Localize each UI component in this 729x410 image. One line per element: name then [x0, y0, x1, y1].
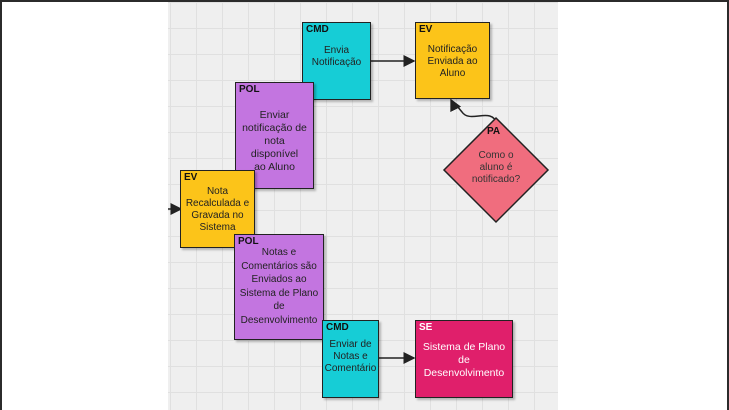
card-type-tag: EV	[419, 24, 433, 35]
card-text: Como o aluno é notificado?	[471, 150, 521, 185]
card-text: Notas e Comentários são Enviados ao Sist…	[239, 247, 319, 326]
policy-card-enviar-notificacao[interactable]: POL Enviar notificação de nota disponíve…	[235, 82, 314, 189]
window-top-border	[0, 0, 729, 2]
card-text: Sistema de Plano de Desenvolvimento	[422, 341, 506, 379]
pivotal-question-diamond[interactable]	[441, 115, 551, 225]
card-type-tag: EV	[184, 172, 198, 183]
card-text: Notificação Enviada ao Aluno	[427, 44, 478, 79]
card-type-tag: CMD	[326, 322, 349, 333]
card-text: Nota Recalculada e Gravada no Sistema	[185, 186, 250, 233]
card-text: Enviar notificação de nota disponível ao…	[242, 109, 307, 173]
card-type-tag: POL	[239, 84, 260, 95]
card-type-tag: POL	[238, 236, 259, 247]
card-text: Enviar de Notas e Comentário	[324, 339, 377, 374]
event-card-notificacao-enviada[interactable]: EV Notificação Enviada ao Aluno	[415, 22, 490, 99]
card-type-tag: PA	[487, 126, 501, 137]
command-card-enviar-notas[interactable]: CMD Enviar de Notas e Comentário	[322, 320, 379, 398]
policy-card-notas-comentarios[interactable]: POL Notas e Comentários são Enviados ao …	[234, 234, 324, 340]
card-type-tag: CMD	[306, 24, 329, 35]
window-left-border	[0, 0, 2, 410]
card-type-tag: SE	[419, 322, 433, 333]
external-system-card-sistema-plano[interactable]: SE Sistema de Plano de Desenvolvimento	[415, 320, 513, 398]
window-right-border	[727, 0, 729, 410]
card-text: Envia Notificação	[311, 45, 362, 68]
